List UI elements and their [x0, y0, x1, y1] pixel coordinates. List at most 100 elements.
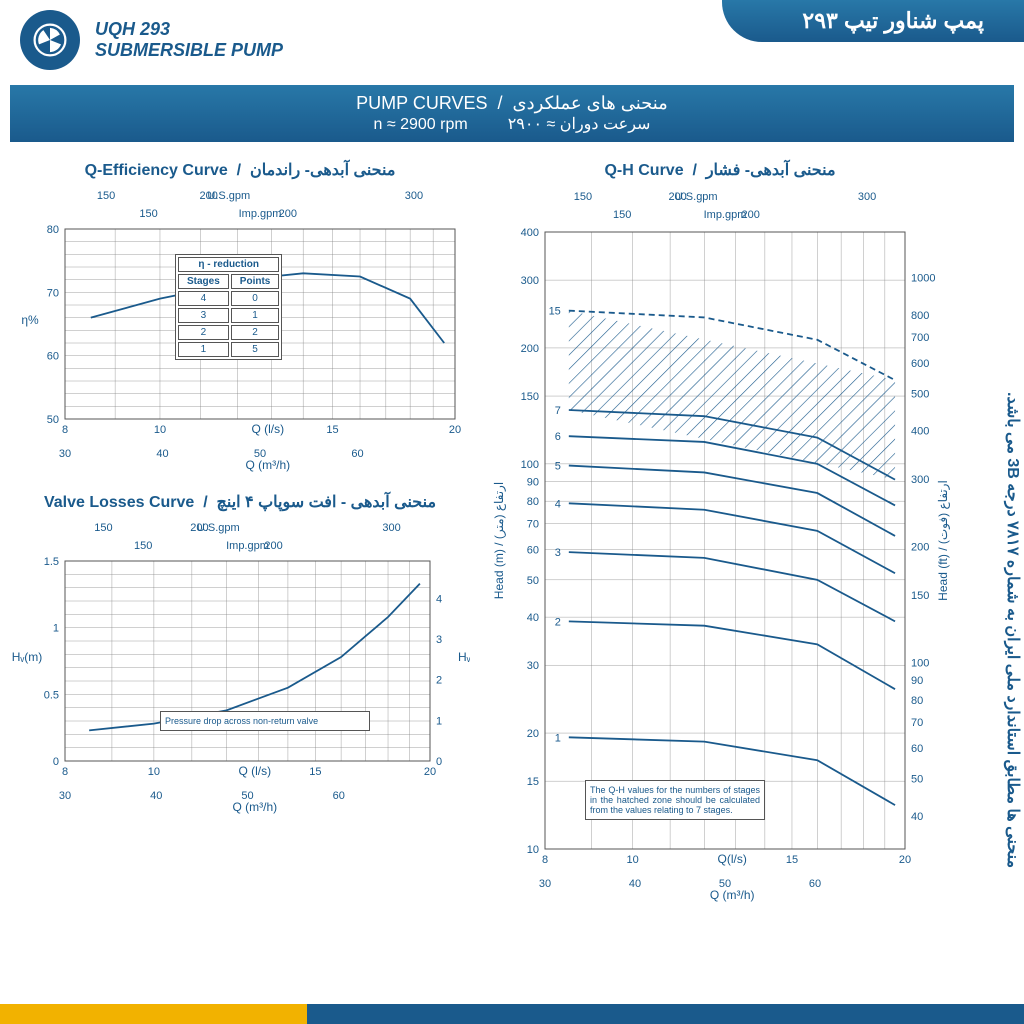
valve-note: Pressure drop across non-return valve — [160, 711, 370, 731]
qh-title-fa: منحنی آبدهی- فشار — [706, 162, 836, 179]
svg-text:40: 40 — [156, 448, 168, 460]
footer-stripe — [0, 1004, 1024, 1024]
svg-text:60: 60 — [911, 743, 923, 755]
svg-text:Q (l/s): Q (l/s) — [251, 422, 284, 436]
valve-chart: 00.511.501234810152030405060150200300U.S… — [10, 516, 470, 816]
svg-text:15: 15 — [527, 776, 539, 788]
svg-text:40: 40 — [527, 612, 539, 624]
svg-text:50: 50 — [47, 414, 59, 426]
svg-text:20: 20 — [449, 424, 461, 436]
svg-text:100: 100 — [911, 658, 929, 670]
svg-text:15: 15 — [549, 306, 561, 318]
svg-text:20: 20 — [527, 728, 539, 740]
svg-text:1.5: 1.5 — [44, 556, 59, 568]
col-stages: Stages — [178, 274, 229, 289]
svg-text:80: 80 — [47, 224, 59, 236]
svg-text:U.S.gpm: U.S.gpm — [675, 191, 718, 203]
svg-text:150: 150 — [521, 391, 539, 403]
eff-title-en: Q-Efficiency Curve — [85, 162, 228, 179]
efficiency-chart: 50607080810152030405060150200300U.S.gpm1… — [10, 184, 470, 474]
svg-text:15: 15 — [326, 424, 338, 436]
svg-text:15: 15 — [786, 854, 798, 866]
title-block: UQH 293 SUBMERSIBLE PUMP — [95, 19, 283, 61]
col-points: Points — [231, 274, 280, 289]
svg-text:60: 60 — [333, 790, 345, 802]
svg-text:400: 400 — [911, 426, 929, 438]
svg-text:70: 70 — [47, 287, 59, 299]
qh-note: The Q-H values for the numbers of stages… — [585, 780, 765, 820]
svg-text:10: 10 — [527, 844, 539, 856]
svg-text:Q (m³/h): Q (m³/h) — [245, 458, 290, 472]
svg-text:90: 90 — [911, 675, 923, 687]
svg-text:7: 7 — [555, 405, 561, 417]
svg-text:5: 5 — [555, 461, 561, 473]
svg-text:10: 10 — [154, 424, 166, 436]
svg-text:300: 300 — [858, 191, 876, 203]
svg-text:150: 150 — [613, 209, 631, 221]
svg-text:80: 80 — [527, 496, 539, 508]
svg-text:30: 30 — [527, 660, 539, 672]
header-title-fa: پمپ شناور تیپ ۲۹۳ — [722, 0, 1024, 42]
reduction-table: η - reduction StagesPoints 40 31 22 15 — [175, 254, 282, 360]
svg-text:70: 70 — [911, 717, 923, 729]
svg-text:30: 30 — [59, 448, 71, 460]
svg-text:1: 1 — [53, 623, 59, 635]
banner-rpm-en: n ≈ 2900 rpm — [374, 116, 468, 133]
svg-text:Q (l/s): Q (l/s) — [238, 764, 271, 778]
svg-text:Imp.gpm: Imp.gpm — [226, 540, 269, 552]
svg-text:200: 200 — [279, 208, 297, 220]
svg-text:20: 20 — [424, 766, 436, 778]
svg-text:400: 400 — [521, 227, 539, 239]
valve-title-en: Valve Losses Curve — [44, 494, 194, 511]
product-type: SUBMERSIBLE PUMP — [95, 40, 283, 61]
svg-text:60: 60 — [47, 351, 59, 363]
svg-text:0: 0 — [53, 756, 59, 768]
svg-text:U.S.gpm: U.S.gpm — [197, 522, 240, 534]
svg-text:300: 300 — [382, 522, 400, 534]
svg-text:80: 80 — [911, 695, 923, 707]
svg-text:U.S.gpm: U.S.gpm — [207, 190, 250, 202]
svg-text:90: 90 — [527, 476, 539, 488]
svg-text:10: 10 — [627, 854, 639, 866]
svg-text:Q (m³/h): Q (m³/h) — [710, 888, 755, 902]
svg-text:100: 100 — [521, 459, 539, 471]
svg-text:60: 60 — [351, 448, 363, 460]
svg-text:Hᵥ(m): Hᵥ(m) — [12, 650, 43, 664]
svg-text:50: 50 — [911, 774, 923, 786]
svg-text:3: 3 — [555, 547, 561, 559]
banner-rpm-fa: سرعت دوران ≈ ۲۹۰۰ — [508, 116, 651, 133]
svg-text:Q (m³/h): Q (m³/h) — [232, 800, 277, 814]
svg-text:40: 40 — [150, 790, 162, 802]
valve-title-fa: منحنی آبدهی - افت سوپاپ ۴ اینچ — [217, 494, 436, 511]
svg-text:2: 2 — [436, 675, 442, 687]
svg-text:150: 150 — [94, 522, 112, 534]
svg-text:1000: 1000 — [911, 272, 935, 284]
svg-text:60: 60 — [809, 878, 821, 890]
svg-text:6: 6 — [555, 431, 561, 443]
charts-area: Q-Efficiency Curve / منحنی آبدهی- راندما… — [0, 147, 1024, 909]
section-banner: PUMP CURVES / منحنی های عملکردی n ≈ 2900… — [10, 85, 1014, 142]
svg-text:700: 700 — [911, 332, 929, 344]
qh-chart: 1234567151015203040506070809010015020030… — [485, 184, 955, 904]
svg-text:150: 150 — [911, 590, 929, 602]
svg-text:150: 150 — [139, 208, 157, 220]
svg-text:8: 8 — [542, 854, 548, 866]
svg-text:800: 800 — [911, 310, 929, 322]
brand-logo — [20, 10, 80, 70]
svg-text:4: 4 — [555, 498, 561, 510]
svg-text:300: 300 — [405, 190, 423, 202]
svg-text:1: 1 — [555, 732, 561, 744]
svg-text:20: 20 — [899, 854, 911, 866]
header: UQH 293 SUBMERSIBLE PUMP پمپ شناور تیپ ۲… — [0, 0, 1024, 80]
svg-text:200: 200 — [521, 343, 539, 355]
side-standard-note: منحنی ها مطابق استاندارد ملی ایران به شم… — [1003, 280, 1022, 980]
banner-fa: منحنی های عملکردی — [513, 93, 668, 113]
svg-text:150: 150 — [574, 191, 592, 203]
svg-text:150: 150 — [134, 540, 152, 552]
svg-text:1: 1 — [436, 715, 442, 727]
svg-text:Head (m) / ارتفاع (متر): Head (m) / ارتفاع (متر) — [492, 482, 506, 599]
svg-text:Q(l/s): Q(l/s) — [718, 852, 747, 866]
svg-text:8: 8 — [62, 424, 68, 436]
svg-text:η%: η% — [21, 313, 39, 327]
svg-text:40: 40 — [629, 878, 641, 890]
